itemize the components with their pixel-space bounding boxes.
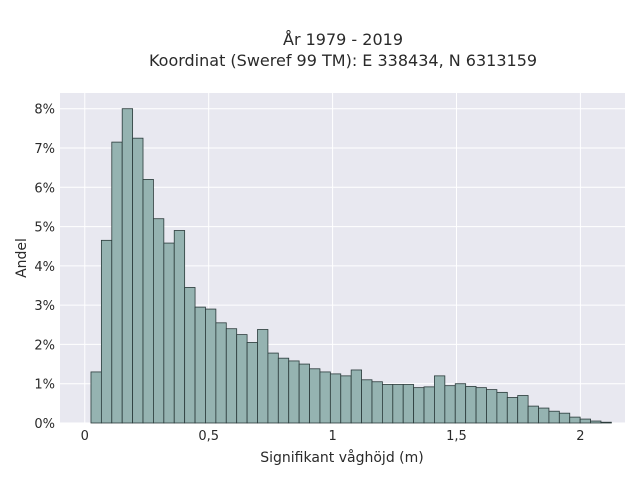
y-tick-label: 2%: [34, 338, 55, 353]
histogram-bar: [548, 410, 560, 424]
y-tick-label: 4%: [34, 260, 55, 275]
histogram-bar: [454, 383, 467, 424]
y-tick-label: 7%: [34, 142, 55, 157]
y-tick-label: 3%: [34, 299, 55, 314]
histogram-bar: [600, 421, 612, 424]
y-axis-label: Andel: [14, 238, 30, 278]
chart-subtitle: Koordinat (Sweref 99 TM): E 338434, N 63…: [149, 51, 537, 70]
histogram-bar: [517, 395, 529, 424]
histogram-bar: [413, 387, 425, 424]
histogram-bar: [486, 389, 498, 424]
histogram-bar: [288, 360, 300, 424]
y-tick-label: 8%: [34, 103, 55, 118]
histogram-bar: [475, 387, 487, 424]
histogram-bar: [205, 308, 217, 424]
histogram-bar: [569, 416, 581, 424]
histogram-bar: [236, 334, 248, 424]
x-tick-label: 1,5: [446, 429, 467, 444]
histogram-bar: [402, 384, 415, 424]
histogram-bar: [184, 287, 196, 424]
x-tick-label: 1: [328, 429, 336, 444]
histogram-bar: [350, 369, 362, 424]
histogram-bar: [527, 405, 539, 424]
y-axis-ticks: 0% 1% 2% 3% 4% 5% 6% 7% 8%: [34, 103, 55, 432]
histogram-bar: [90, 371, 102, 424]
histogram-bar: [173, 230, 186, 424]
histogram-bar: [142, 179, 154, 424]
histogram-bar: [434, 375, 446, 424]
x-tick-label: 2: [576, 429, 584, 444]
histogram-bar: [298, 363, 310, 424]
histogram-bar: [319, 371, 331, 424]
histogram-bar: [329, 373, 342, 424]
histogram-bar: [132, 137, 144, 424]
histogram-bar: [194, 306, 206, 424]
histogram-bar: [381, 384, 394, 424]
histogram-bar: [111, 141, 123, 424]
histogram-bar: [506, 397, 519, 424]
histogram-bar: [277, 357, 290, 424]
y-tick-label: 6%: [34, 181, 55, 196]
y-tick-label: 5%: [34, 221, 55, 236]
histogram-bar: [465, 386, 477, 424]
x-tick-label: 0,5: [198, 429, 219, 444]
histogram-bar: [100, 239, 113, 424]
histogram-bar: [444, 385, 456, 424]
histogram-bar: [309, 368, 321, 424]
y-tick-label: 1%: [34, 378, 55, 393]
histogram-bar: [340, 375, 352, 424]
histogram-bar: [590, 420, 602, 424]
histogram-bar: [361, 379, 373, 424]
x-tick-label: 0: [81, 429, 89, 444]
histogram-bar: [246, 342, 258, 424]
histogram-bar: [371, 381, 383, 424]
histogram-bar: [423, 386, 435, 424]
histogram-bar: [121, 108, 134, 424]
bars: [90, 108, 612, 424]
histogram-bar: [163, 242, 175, 424]
y-tick-label: 0%: [34, 417, 55, 432]
histogram-bar: [392, 384, 404, 424]
histogram-bar: [267, 352, 279, 424]
x-axis-label: Signifikant våghöjd (m): [260, 449, 423, 466]
histogram-bar: [153, 218, 165, 424]
histogram-bar: [257, 329, 269, 424]
histogram-bar: [496, 391, 508, 424]
histogram-bar: [579, 418, 591, 424]
histogram-bar: [225, 328, 238, 424]
histogram-bar: [215, 322, 227, 424]
x-axis-ticks: 0 0,5 1 1,5 2: [81, 429, 585, 444]
chart-title: År 1979 - 2019: [283, 30, 403, 49]
histogram-bar: [558, 412, 571, 424]
histogram-bar: [538, 407, 550, 424]
